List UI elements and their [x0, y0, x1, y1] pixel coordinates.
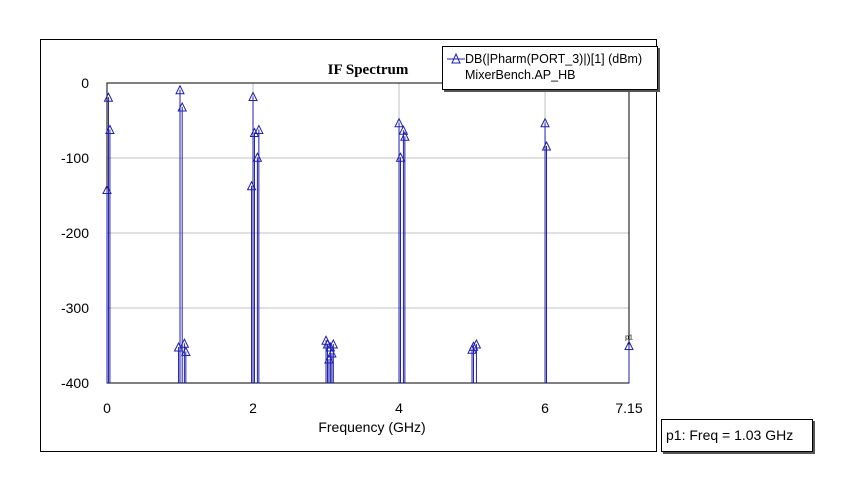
stem-point[interactable] [624, 340, 634, 350]
stem-point[interactable] [468, 341, 479, 351]
x-tick-label: 7.15 [615, 400, 642, 416]
stem-point[interactable] [328, 338, 339, 349]
stem-point[interactable] [395, 152, 406, 162]
legend[interactable]: DB(|Pharm(PORT_3)|)[1] (dBm) MixerBench.… [442, 46, 658, 90]
stem-series [102, 84, 634, 383]
legend-source-label: MixerBench.AP_HB [465, 68, 576, 82]
stem-point[interactable] [324, 353, 334, 364]
stem-point[interactable] [181, 346, 191, 356]
x-tick-label: 0 [103, 400, 111, 416]
stem-point[interactable] [102, 184, 112, 194]
marker-readout[interactable]: p1: Freq = 1.03 GHz [661, 419, 813, 452]
grid-lines [107, 83, 629, 383]
stem-point[interactable] [327, 347, 337, 358]
stem-point[interactable] [246, 180, 257, 191]
y-tick-label: -400 [61, 375, 89, 391]
stem-point[interactable] [249, 127, 260, 137]
tick-labels: 0 2 4 6 7.15 0 -100 -200 -300 -400 [61, 75, 643, 416]
y-tick-label: 0 [81, 75, 89, 91]
chart-title: IF Spectrum [328, 62, 409, 78]
x-tick-label: 2 [249, 400, 257, 416]
stem-point[interactable] [471, 338, 482, 349]
stem-point[interactable] [248, 91, 258, 101]
legend-series-swatch [447, 53, 465, 64]
stem-point[interactable] [540, 117, 550, 128]
y-tick-label: -100 [61, 150, 89, 166]
x-axis-label: Frequency (GHz) [318, 419, 425, 435]
y-tick-label: -200 [61, 225, 89, 241]
stem-point[interactable] [394, 117, 404, 128]
stem-point[interactable] [252, 152, 263, 162]
stem-point[interactable] [179, 338, 190, 348]
marker-layer: p1 [625, 335, 633, 342]
marker-tag: p1 [625, 335, 633, 342]
y-tick-label: -300 [61, 300, 89, 316]
x-tick-label: 4 [395, 400, 403, 416]
stem-point[interactable] [400, 131, 410, 141]
legend-series-label: DB(|Pharm(PORT_3)|)[1] (dBm) [465, 52, 643, 66]
stem-point[interactable] [177, 101, 188, 112]
stem-point[interactable] [541, 140, 552, 151]
stem-point[interactable] [103, 92, 114, 102]
x-tick-label: 6 [541, 400, 549, 416]
stem-point[interactable] [254, 124, 264, 134]
stem-point[interactable] [175, 84, 185, 95]
stem-point[interactable] [105, 124, 115, 134]
